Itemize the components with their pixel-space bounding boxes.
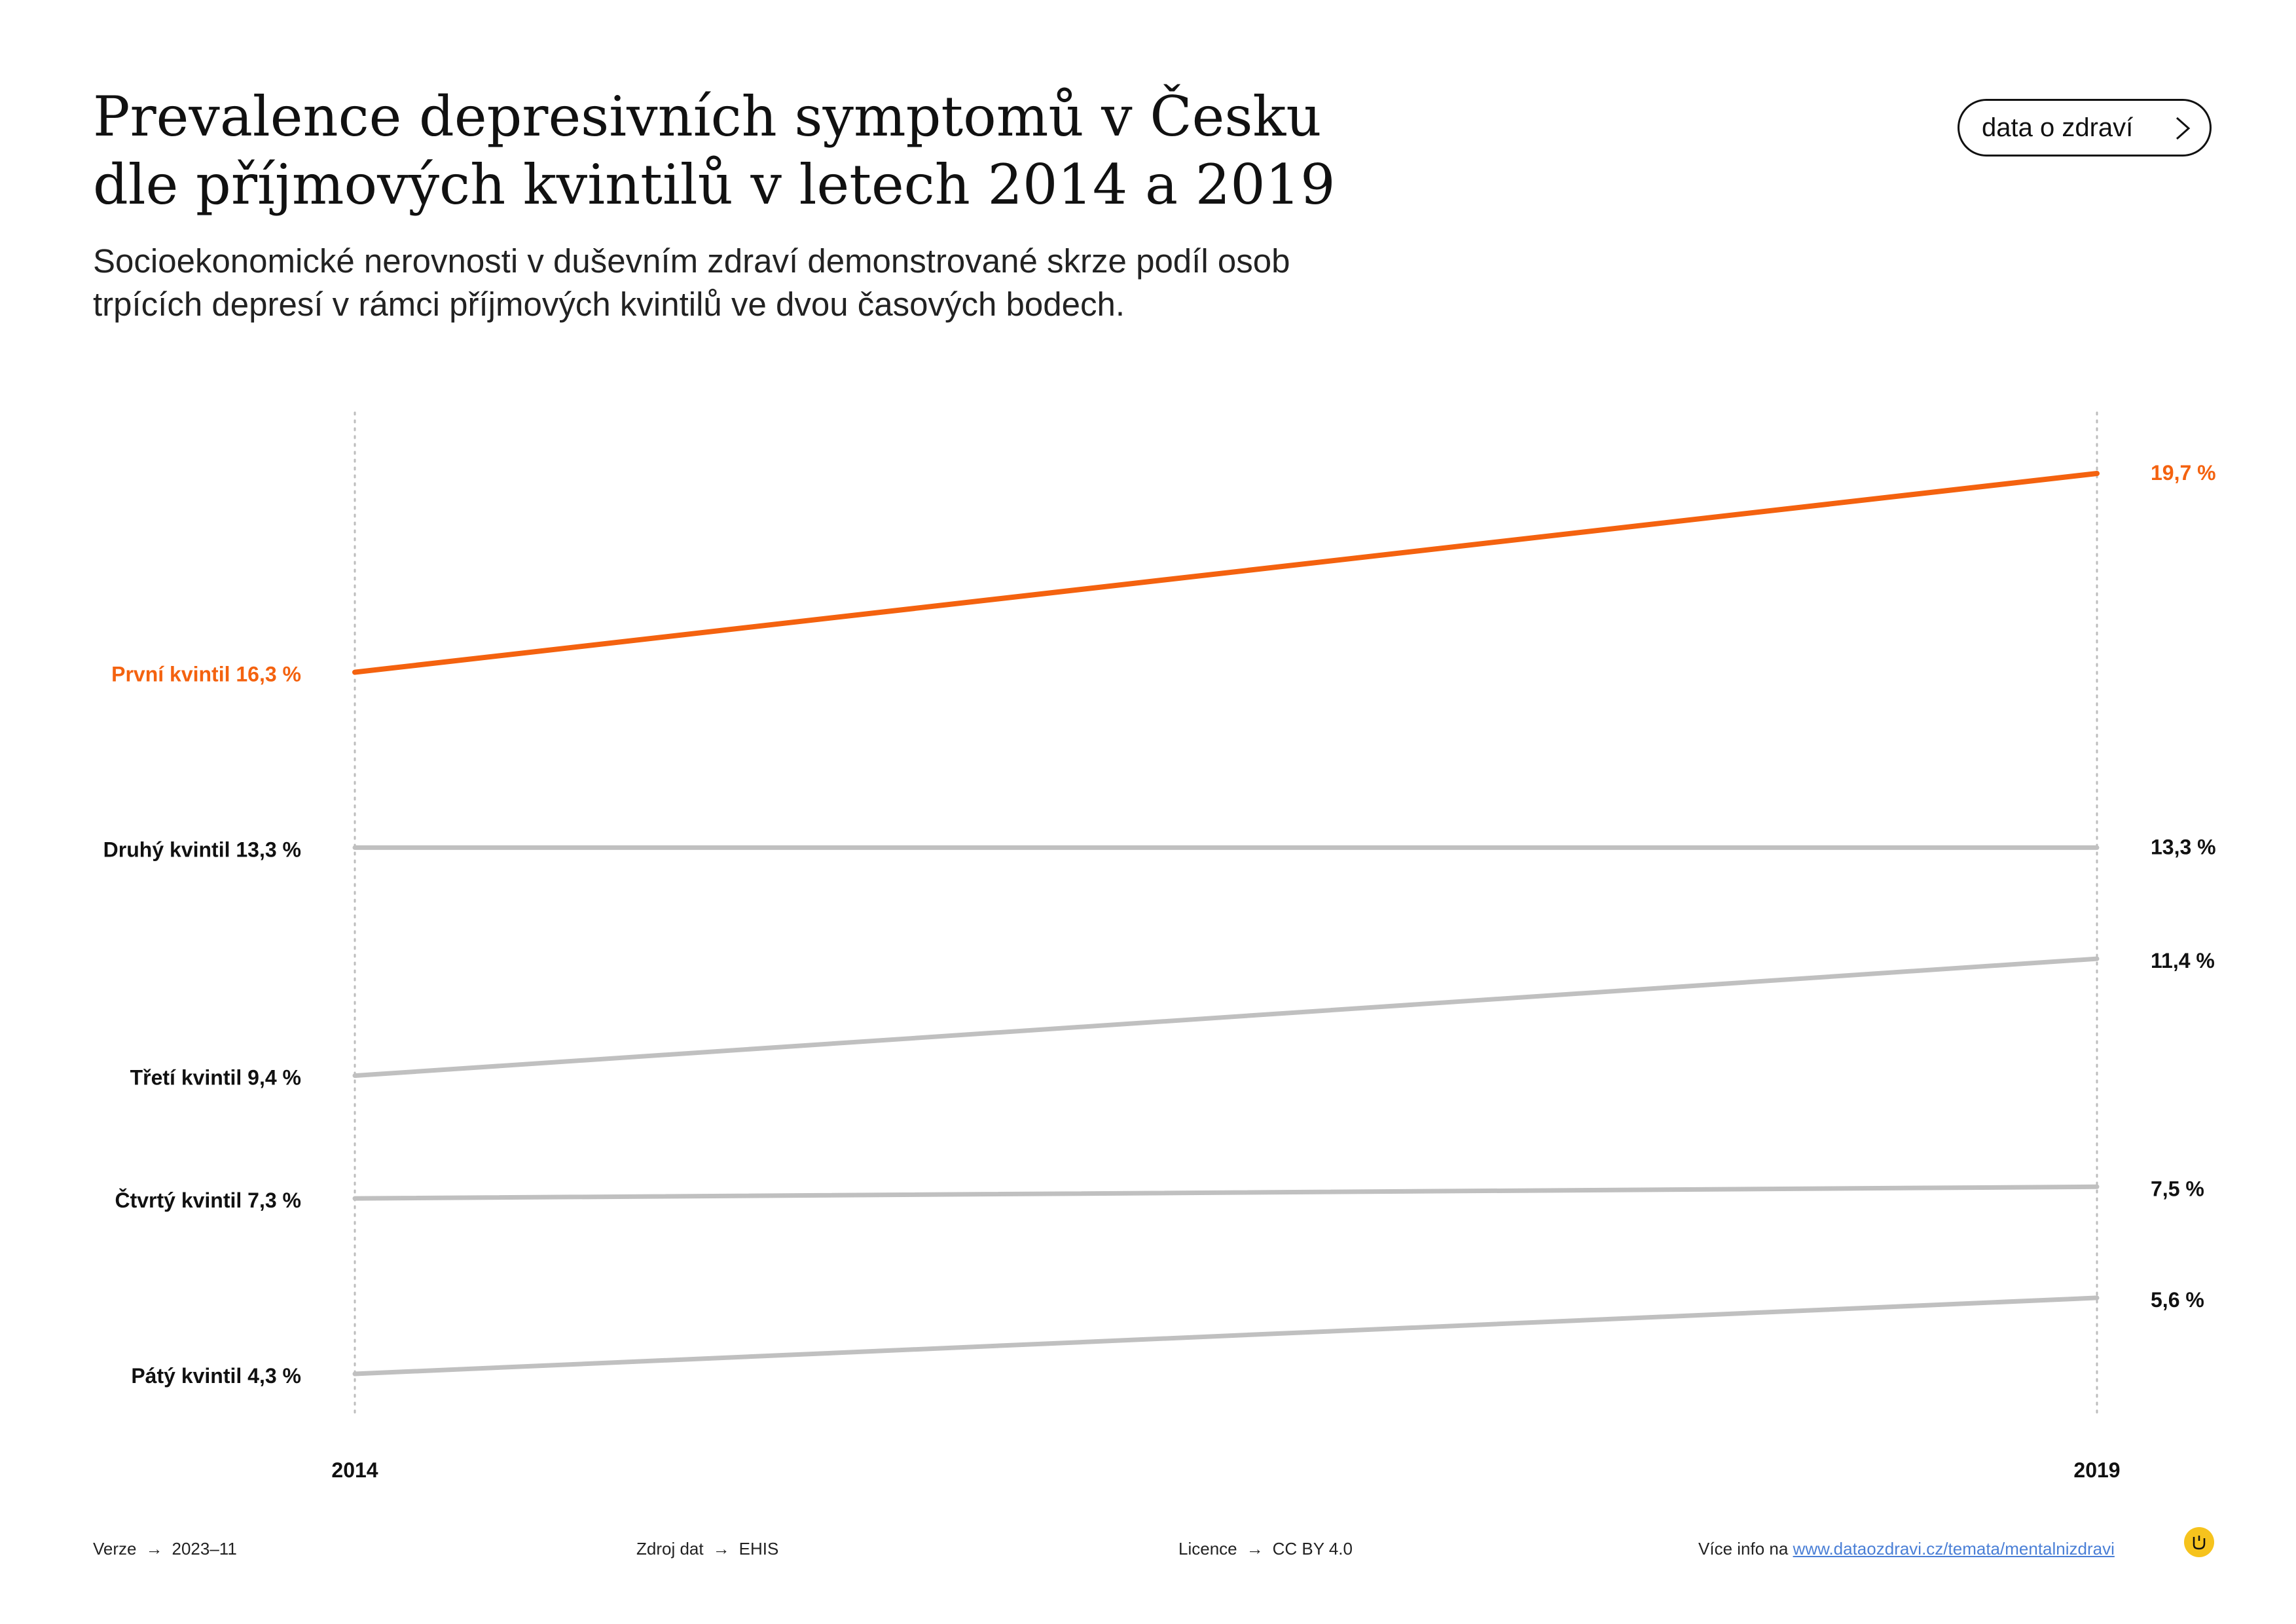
- footer: Verze → 2023–11 Zdroj dat → EHIS Licence → CC …: [0, 1532, 2296, 1572]
- data-o-zdravi-button-label: data o zdraví: [1982, 113, 2134, 142]
- chart-axes: 2014 2019: [331, 411, 2121, 1482]
- series-label-left: Třetí kvintil 9,4 %: [130, 1066, 301, 1090]
- series-label-right: 19,7 %: [2151, 461, 2216, 485]
- footer-source-value: EHIS: [738, 1539, 779, 1559]
- footer-license: Licence → CC BY 4.0: [1178, 1539, 1353, 1559]
- page-title: Prevalence depresivních symptomů v Česku…: [93, 83, 1599, 219]
- series-label-left: První kvintil 16,3 %: [111, 663, 301, 686]
- footer-version: Verze → 2023–11: [93, 1539, 237, 1559]
- page-title-line-2: dle příjmových kvintilů v letech 2014 a …: [93, 153, 1336, 217]
- footer-license-label: Licence: [1178, 1539, 1237, 1559]
- data-o-zdravi-button[interactable]: data o zdraví: [1958, 99, 2212, 157]
- x-tick-label: 2014: [331, 1458, 378, 1482]
- series-label-right: 7,5 %: [2151, 1177, 2204, 1200]
- series-label-right: 5,6 %: [2151, 1288, 2204, 1312]
- brand-logo-glyph: [2193, 1536, 2206, 1550]
- chevron-right-icon: [2176, 117, 2191, 140]
- series-line: [352, 471, 2100, 675]
- chart-labels: První kvintil 16,3 % 19,7 % Druhý kvintil …: [103, 461, 2216, 1388]
- series-line: [352, 1295, 2100, 1376]
- brand-logo-icon: [2184, 1527, 2214, 1557]
- page-subtitle: Socioekonomické nerovnosti v duševním zd…: [93, 240, 1664, 326]
- arrow-right-icon: →: [712, 1539, 730, 1559]
- series-line: [352, 1184, 2100, 1201]
- series-label-left: Druhý kvintil 13,3 %: [103, 838, 301, 861]
- series-label-right: 11,4 %: [2151, 949, 2215, 972]
- x-tick-label: 2019: [2073, 1458, 2120, 1482]
- footer-version-value: 2023–11: [172, 1539, 237, 1559]
- footer-more-info: Více info na www.dataozdravi.cz/temata/m…: [1698, 1539, 2115, 1559]
- series-label-left: Čtvrtý kvintil 7,3 %: [115, 1189, 301, 1212]
- chart-series-lines: [352, 471, 2100, 1376]
- footer-more-info-link[interactable]: www.dataozdravi.cz/temata/mentalnizdravi: [1793, 1539, 2115, 1559]
- series-label-right: 13,3 %: [2151, 835, 2216, 858]
- page-title-line-1: Prevalence depresivních symptomů v Česku: [93, 84, 1322, 149]
- footer-source: Zdroj dat → EHIS: [636, 1539, 778, 1559]
- arrow-right-icon: →: [1246, 1539, 1264, 1559]
- footer-license-value: CC BY 4.0: [1272, 1539, 1353, 1559]
- arrow-right-icon: →: [145, 1539, 163, 1559]
- page-subtitle-line-1: Socioekonomické nerovnosti v duševním zd…: [93, 242, 1290, 280]
- series-line: [352, 956, 2100, 1079]
- footer-source-label: Zdroj dat: [636, 1539, 704, 1559]
- footer-more-info-label: Více info na: [1698, 1539, 1789, 1559]
- page-subtitle-line-2: trpících depresí v rámci příjmových kvin…: [93, 286, 1125, 323]
- series-label-left: Pátý kvintil 4,3 %: [131, 1364, 301, 1388]
- footer-version-label: Verze: [93, 1539, 137, 1559]
